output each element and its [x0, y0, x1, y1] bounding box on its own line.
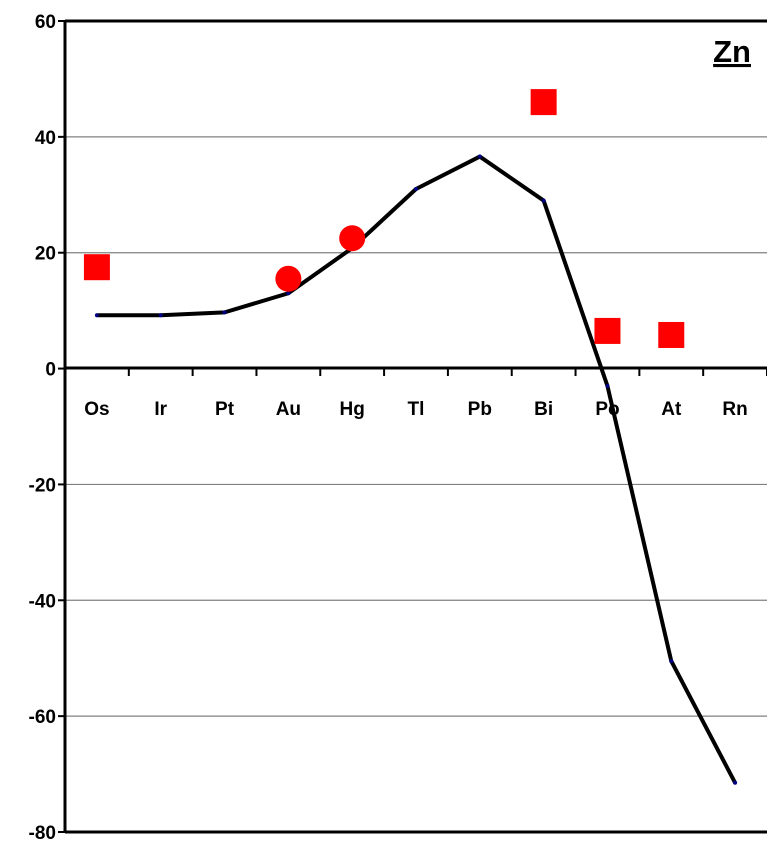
square-marker: [658, 321, 685, 348]
x-tick-label: Pt: [215, 399, 235, 420]
line-point: [477, 154, 482, 159]
x-tick-label: Hg: [340, 399, 365, 420]
line-point: [286, 291, 291, 296]
x-tick-label: Rn: [722, 399, 747, 420]
circle-marker: [275, 265, 302, 292]
y-tick-label: -20: [29, 475, 56, 496]
line-point: [158, 313, 163, 318]
y-tick-label: -80: [29, 823, 56, 844]
square-marker: [594, 317, 621, 344]
line-point: [541, 198, 546, 203]
line-point: [733, 780, 738, 785]
x-tick-label: Os: [84, 399, 109, 420]
y-tick-label: -60: [29, 707, 56, 728]
y-axis-ticks: 60 40 20 0 -20 -40 -60 -80: [29, 12, 65, 844]
line-point: [669, 659, 674, 664]
circle-marker: [339, 225, 366, 252]
panel-label: Zn: [713, 34, 751, 69]
square-marker: [530, 89, 557, 116]
y-tick-label: 40: [35, 128, 56, 149]
x-tick-label: Pb: [468, 399, 492, 420]
x-axis-ticks: Os Ir Pt Au Hg Tl Pb Bi Po At Rn: [64, 368, 767, 420]
y-tick-label: -40: [29, 591, 56, 612]
series-line: [96, 154, 737, 784]
gridlines: [65, 136, 767, 717]
series-line-group: [94, 154, 738, 785]
x-tick-label: Ir: [154, 399, 167, 420]
y-tick-label: 60: [35, 12, 56, 33]
x-tick-label: Tl: [408, 399, 425, 420]
y-tick-label: 20: [35, 244, 56, 265]
line-point: [605, 383, 610, 388]
x-tick-label: At: [661, 399, 682, 420]
x-tick-label: Bi: [534, 399, 553, 420]
axes: [63, 19, 767, 834]
series-markers-group: [83, 89, 685, 348]
x-tick-label: Au: [276, 399, 301, 420]
line-point: [414, 186, 418, 191]
line-point: [222, 310, 227, 315]
square-marker: [83, 254, 110, 281]
y-tick-label: 0: [45, 360, 56, 381]
line-point: [94, 313, 99, 318]
